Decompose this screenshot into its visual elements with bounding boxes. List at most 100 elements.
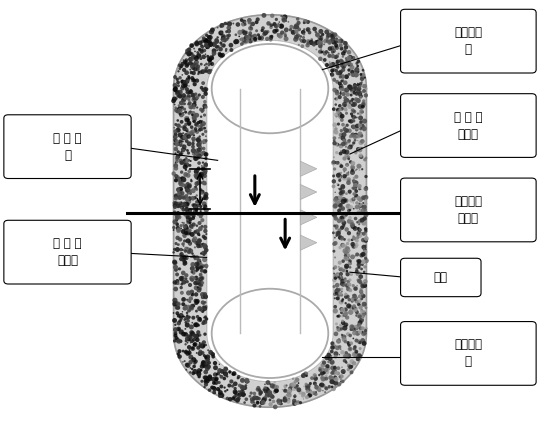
Point — [194, 154, 203, 161]
Point — [344, 156, 353, 162]
Point — [348, 237, 356, 243]
Point — [353, 63, 362, 70]
Point — [255, 395, 263, 402]
Point — [190, 363, 198, 370]
Point — [303, 388, 312, 395]
Point — [181, 341, 190, 348]
Point — [181, 121, 190, 128]
Point — [194, 368, 203, 375]
Point — [177, 78, 186, 85]
Point — [328, 45, 337, 51]
Point — [176, 222, 185, 229]
Point — [171, 86, 180, 92]
Point — [190, 61, 199, 68]
Point — [185, 182, 194, 189]
Point — [334, 107, 343, 114]
Point — [240, 399, 249, 406]
Point — [344, 339, 353, 346]
Point — [198, 68, 207, 75]
Point — [334, 200, 343, 207]
Point — [300, 383, 309, 390]
Point — [336, 150, 345, 157]
Point — [261, 30, 270, 36]
Point — [185, 73, 193, 80]
Point — [353, 68, 361, 74]
Point — [333, 89, 342, 96]
Point — [177, 187, 186, 193]
Point — [334, 337, 343, 344]
Point — [215, 390, 224, 397]
FancyBboxPatch shape — [401, 258, 481, 297]
Point — [332, 129, 341, 136]
Point — [223, 21, 231, 27]
Point — [341, 247, 349, 254]
Point — [176, 236, 185, 243]
Point — [186, 241, 195, 247]
Point — [252, 19, 261, 26]
Point — [330, 212, 339, 219]
Point — [176, 318, 185, 325]
Point — [218, 392, 226, 399]
Point — [206, 41, 215, 48]
Point — [310, 372, 319, 379]
Point — [352, 337, 361, 344]
Point — [266, 401, 275, 408]
Point — [339, 63, 348, 70]
Point — [353, 125, 361, 132]
Point — [336, 275, 345, 281]
Point — [331, 295, 339, 302]
Point — [170, 200, 179, 206]
Point — [186, 281, 195, 288]
Point — [272, 16, 281, 23]
Point — [201, 87, 209, 94]
Point — [241, 384, 250, 391]
Point — [331, 240, 340, 246]
Point — [198, 378, 207, 384]
Point — [201, 354, 210, 361]
Point — [207, 60, 216, 67]
Point — [185, 183, 194, 190]
Point — [187, 289, 196, 295]
Point — [218, 368, 226, 375]
Point — [359, 330, 368, 337]
Point — [174, 79, 182, 86]
Point — [333, 181, 342, 187]
Point — [332, 288, 341, 295]
Point — [356, 197, 365, 203]
Point — [334, 291, 343, 298]
Point — [200, 359, 209, 365]
Point — [356, 186, 365, 193]
Point — [355, 83, 364, 90]
Point — [180, 95, 188, 102]
Point — [353, 60, 361, 67]
Point — [241, 391, 250, 398]
Point — [188, 345, 197, 352]
Point — [263, 388, 272, 395]
Point — [198, 263, 207, 270]
Point — [274, 397, 283, 404]
Point — [221, 371, 230, 377]
Point — [235, 395, 244, 402]
Point — [181, 184, 190, 191]
Point — [172, 173, 181, 179]
Point — [190, 104, 198, 111]
Point — [355, 121, 364, 128]
Point — [351, 67, 360, 73]
Point — [349, 54, 358, 61]
Point — [328, 30, 337, 37]
Point — [338, 317, 347, 324]
Point — [193, 313, 202, 320]
Point — [350, 83, 359, 90]
Point — [348, 113, 356, 119]
Point — [194, 179, 203, 186]
Point — [342, 255, 351, 262]
Point — [343, 282, 352, 289]
Point — [180, 313, 188, 320]
Point — [175, 301, 183, 308]
Point — [171, 300, 180, 307]
Point — [361, 301, 370, 308]
Point — [182, 155, 191, 162]
Point — [234, 391, 243, 398]
Point — [332, 215, 341, 222]
Point — [183, 312, 192, 319]
